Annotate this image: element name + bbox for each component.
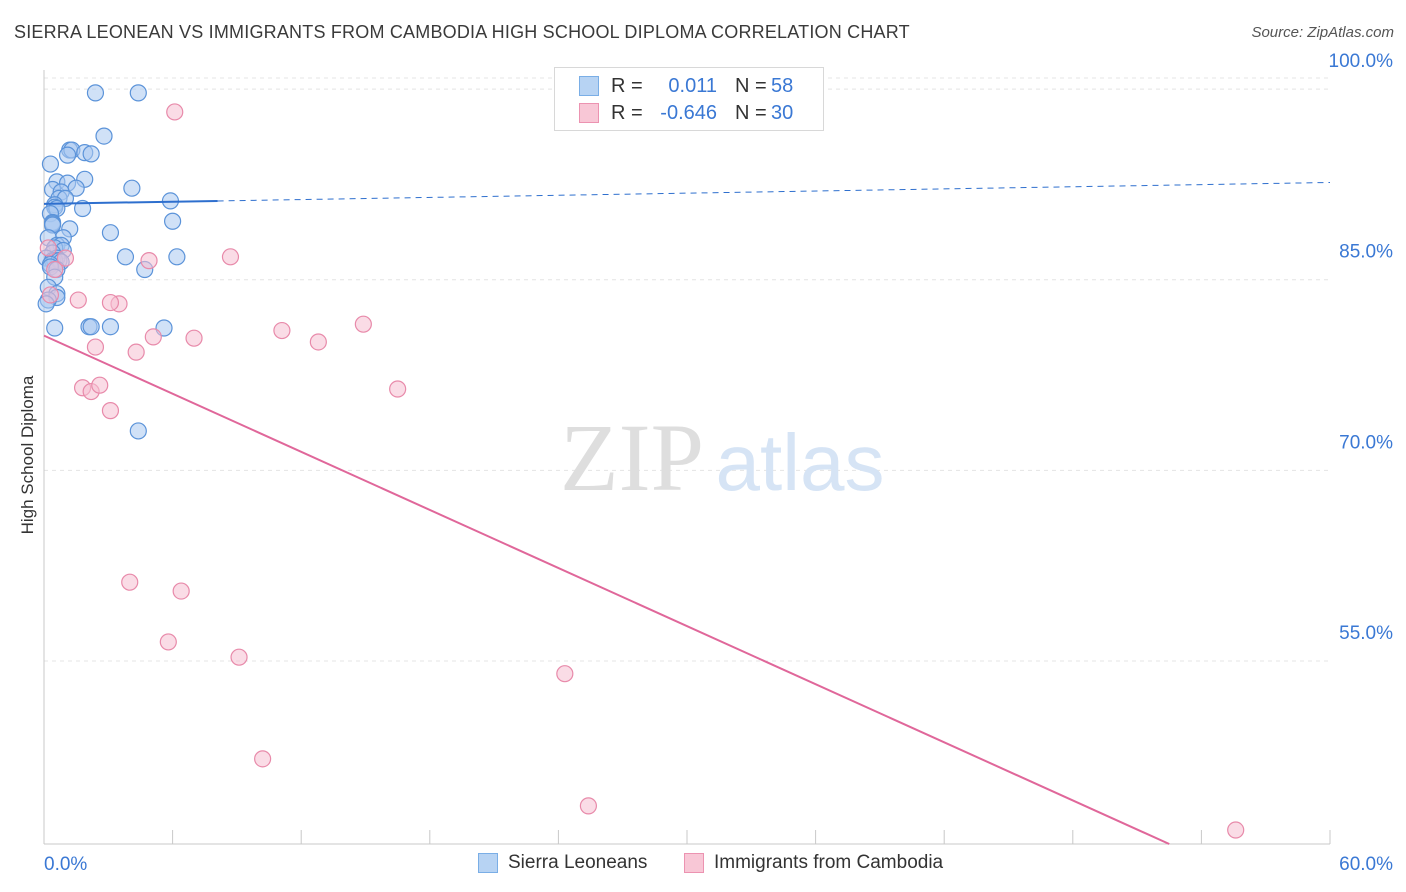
legend-n-value: 30 <box>771 101 794 124</box>
trend-line-cambodia <box>43 334 1170 845</box>
point-sierra-leoneans <box>46 319 64 337</box>
legend-n-value: 58 <box>771 74 794 97</box>
point-sierra-leoneans <box>123 179 141 197</box>
legend-item-sierra-leoneans[interactable]: Sierra Leoneans <box>478 852 647 874</box>
legend-item-cambodia[interactable]: Immigrants from Cambodia <box>684 852 943 874</box>
watermark: ZIP atlas <box>560 404 884 511</box>
y-axis-label: High School Diploma <box>18 375 37 535</box>
point-cambodia <box>354 315 372 333</box>
legend-row-sierra-leoneans: R = 0.011 N = 58 <box>579 74 793 98</box>
point-cambodia <box>121 573 139 591</box>
point-cambodia <box>41 286 60 304</box>
stats-legend: R = 0.011 N = 58 R = -0.646 N = 30 <box>554 67 824 131</box>
point-sierra-leoneans <box>41 155 60 173</box>
point-cambodia <box>1227 821 1245 839</box>
point-cambodia <box>166 103 184 121</box>
point-cambodia <box>159 633 177 651</box>
point-sierra-leoneans <box>58 146 77 164</box>
point-cambodia <box>579 797 598 815</box>
legend-r-label: R = <box>611 101 643 124</box>
legend-n-label: N = <box>735 101 767 124</box>
legend-r-value: -0.646 <box>660 101 717 124</box>
point-sierra-leoneans <box>116 248 135 266</box>
point-cambodia <box>185 329 203 347</box>
legend-row-cambodia: R = -0.646 N = 30 <box>579 101 793 125</box>
point-cambodia <box>127 343 145 361</box>
point-cambodia <box>140 252 158 270</box>
point-sierra-leoneans <box>129 84 147 102</box>
legend-n-label: N = <box>735 74 767 97</box>
point-cambodia <box>556 665 574 683</box>
point-sierra-leoneans <box>82 145 100 163</box>
point-sierra-leoneans <box>164 212 182 230</box>
trend-line-sierra-leoneans-solid <box>43 199 218 205</box>
point-sierra-leoneans <box>73 199 92 218</box>
point-cambodia <box>389 380 407 398</box>
tick-labels: 55.0% 70.0% 85.0% 100.0% 0.0% 60.0% <box>44 51 1393 875</box>
point-sierra-leoneans <box>82 318 100 336</box>
y-tick-label: 100.0% <box>1329 51 1394 72</box>
point-cambodia <box>172 582 190 600</box>
watermark-zip: ZIP <box>560 404 704 511</box>
point-sierra-leoneans <box>95 127 113 145</box>
point-sierra-leoneans <box>101 224 120 242</box>
point-cambodia <box>101 402 120 420</box>
y-tick-label: 85.0% <box>1339 242 1393 263</box>
source-credit: Source: ZipAtlas.com <box>1251 24 1394 41</box>
point-cambodia <box>39 239 57 257</box>
legend-swatch-pink <box>684 853 704 873</box>
series-legend: Sierra Leoneans Immigrants from Cambodia <box>0 852 1406 878</box>
point-cambodia <box>230 648 248 666</box>
chart-title: SIERRA LEONEAN VS IMMIGRANTS FROM CAMBOD… <box>14 22 910 42</box>
legend-item-label: Sierra Leoneans <box>508 852 648 873</box>
point-cambodia <box>273 321 291 340</box>
point-cambodia <box>91 376 109 394</box>
point-sierra-leoneans <box>101 318 120 336</box>
point-sierra-leoneans <box>168 248 186 266</box>
y-tick-label: 70.0% <box>1339 432 1393 453</box>
series-immigrants-from-cambodia <box>39 103 1245 839</box>
point-sierra-leoneans <box>129 422 147 440</box>
y-tick-label: 55.0% <box>1339 623 1393 644</box>
point-cambodia <box>254 750 272 768</box>
point-cambodia <box>101 293 120 312</box>
point-cambodia <box>56 249 75 267</box>
legend-item-label: Immigrants from Cambodia <box>714 852 944 873</box>
legend-r-value: 0.011 <box>668 74 717 97</box>
x-tick-label: 60.0% <box>1339 854 1393 875</box>
axes <box>43 70 1331 845</box>
point-cambodia <box>69 291 87 309</box>
point-cambodia <box>221 248 240 266</box>
point-cambodia <box>309 333 327 351</box>
legend-swatch-blue <box>478 853 498 873</box>
x-tick-label: 0.0% <box>44 854 87 875</box>
point-cambodia <box>86 338 105 356</box>
point-cambodia <box>46 260 64 279</box>
point-cambodia <box>144 328 162 346</box>
legend-swatch-pink <box>579 103 599 123</box>
trend-line-sierra-leoneans-dashed <box>217 181 1331 202</box>
grid-lines <box>44 77 1330 662</box>
point-sierra-leoneans <box>86 84 105 102</box>
legend-r-label: R = <box>611 74 643 97</box>
legend-swatch-blue <box>579 76 599 96</box>
trend-lines <box>43 181 1331 845</box>
watermark-atlas: atlas <box>716 418 885 507</box>
